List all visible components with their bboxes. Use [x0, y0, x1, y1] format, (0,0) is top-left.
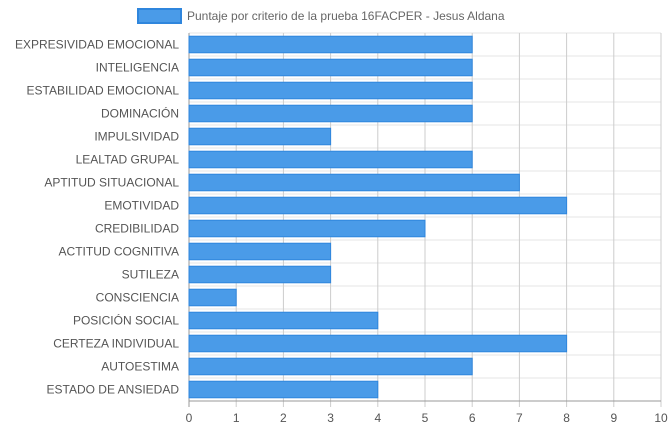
category-label: AUTOESTIMA [101, 360, 179, 374]
x-tick-label: 10 [654, 411, 668, 425]
category-label: INTELIGENCIA [96, 61, 179, 75]
legend-swatch [137, 8, 182, 24]
bar[interactable] [188, 173, 520, 192]
bar[interactable] [188, 288, 237, 307]
bar[interactable] [188, 242, 332, 261]
bar[interactable] [188, 265, 332, 284]
legend[interactable]: Puntaje por criterio de la prueba 16FACP… [137, 8, 505, 24]
category-label: LEALTAD GRUPAL [76, 153, 180, 167]
x-tick-label: 3 [327, 411, 334, 425]
bar[interactable] [188, 334, 568, 353]
x-tick-label: 7 [516, 411, 523, 425]
bar[interactable] [188, 104, 473, 123]
bar[interactable] [188, 357, 473, 376]
category-label: ACTITUD COGNITIVA [59, 245, 179, 259]
category-label: EXPRESIVIDAD EMOCIONAL [15, 38, 179, 52]
category-label: EMOTIVIDAD [104, 199, 179, 213]
legend-label: Puntaje por criterio de la prueba 16FACP… [187, 9, 505, 23]
x-tick-label: 6 [469, 411, 476, 425]
bar[interactable] [188, 58, 473, 77]
bar[interactable] [188, 196, 568, 215]
x-tick-label: 0 [186, 411, 193, 425]
category-label: SUTILEZA [122, 268, 179, 282]
x-tick-label: 9 [610, 411, 617, 425]
category-labels: EXPRESIVIDAD EMOCIONAL INTELIGENCIA ESTABI… [15, 38, 179, 397]
bar[interactable] [188, 311, 379, 330]
category-label: DOMINACIÓN [101, 106, 179, 121]
bar[interactable] [188, 150, 473, 169]
x-tick-label: 1 [233, 411, 240, 425]
x-tick-label: 2 [280, 411, 287, 425]
category-label: APTITUD SITUACIONAL [44, 176, 179, 190]
x-tick-label: 8 [563, 411, 570, 425]
category-label: IMPULSIVIDAD [94, 130, 179, 144]
bar[interactable] [188, 219, 426, 238]
bars [188, 35, 568, 399]
bar[interactable] [188, 35, 473, 54]
category-label: ESTADO DE ANSIEDAD [47, 383, 180, 397]
x-tick-labels: 0 1 2 3 4 5 6 7 8 9 10 [186, 411, 668, 425]
bar[interactable] [188, 380, 379, 399]
category-label: CONSCIENCIA [96, 291, 179, 305]
bar[interactable] [188, 81, 473, 100]
category-label: CERTEZA INDIVIDUAL [53, 337, 179, 351]
x-tick-label: 5 [422, 411, 429, 425]
category-label: ESTABILIDAD EMOCIONAL [27, 84, 180, 98]
x-tick-label: 4 [374, 411, 381, 425]
category-label: POSICIÓN SOCIAL [73, 313, 179, 328]
category-label: CREDIBILIDAD [95, 222, 179, 236]
bar[interactable] [188, 127, 332, 146]
